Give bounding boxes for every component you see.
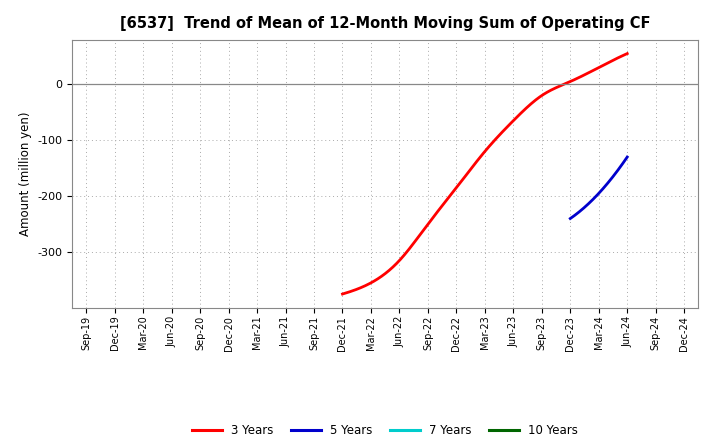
Legend: 3 Years, 5 Years, 7 Years, 10 Years: 3 Years, 5 Years, 7 Years, 10 Years [187, 419, 583, 440]
Title: [6537]  Trend of Mean of 12-Month Moving Sum of Operating CF: [6537] Trend of Mean of 12-Month Moving … [120, 16, 650, 32]
Y-axis label: Amount (million yen): Amount (million yen) [19, 112, 32, 236]
